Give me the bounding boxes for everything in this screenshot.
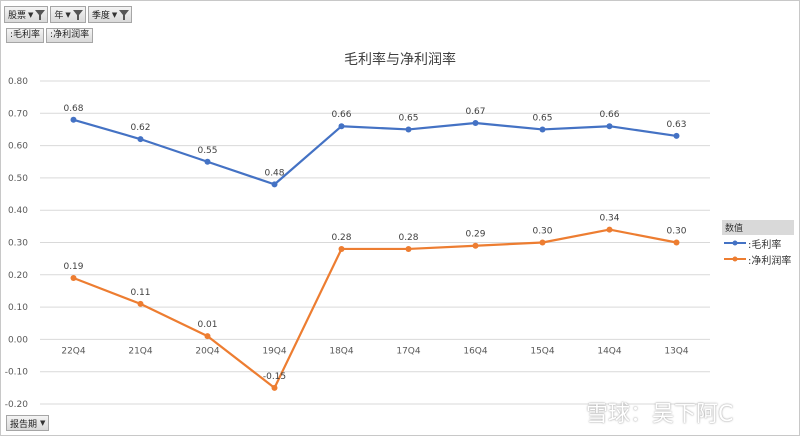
filter-bar: 股票 ▼ 年 ▼ 季度 ▼ (4, 6, 133, 23)
y-tick-label: 0.80 (8, 77, 28, 87)
watermark-text: 雪球：吴下阿C (586, 402, 734, 427)
data-point[interactable] (539, 239, 546, 246)
data-point[interactable] (338, 123, 345, 130)
x-tick-label: 17Q4 (396, 346, 421, 356)
x-tick-label: 15Q4 (530, 346, 555, 356)
data-label: 0.48 (264, 168, 284, 178)
data-label: 0.11 (130, 288, 150, 298)
x-tick-label: 13Q4 (664, 346, 689, 356)
data-point[interactable] (405, 245, 412, 252)
series-layer: 0.68 0.62 0.55 0.48 0.66 0.65 0.67 0.65 0.66 0.63… (63, 104, 687, 391)
data-point[interactable] (472, 119, 479, 126)
data-label: 0.65 (398, 113, 418, 123)
data-label: 0.67 (465, 107, 485, 117)
chevron-down-icon: ▼ (28, 10, 34, 19)
legend-item-gross[interactable]: :毛利率 (722, 235, 794, 251)
data-point[interactable] (405, 126, 412, 133)
data-point[interactable] (539, 126, 546, 133)
y-tick-label: -0.20 (5, 400, 29, 410)
series-line-1 (73, 228, 677, 389)
data-label: 0.19 (63, 262, 83, 272)
series-line-0 (73, 118, 677, 186)
y-tick-label: 0.30 (8, 239, 28, 249)
y-tick-label: 0.50 (8, 174, 28, 184)
filter-quarter-button[interactable]: 季度 ▼ (87, 6, 133, 23)
x-tick-label: 14Q4 (597, 346, 622, 356)
y-tick-label: 0.00 (8, 335, 28, 345)
filter-funnel-icon (72, 9, 83, 20)
data-point[interactable] (673, 239, 680, 246)
data-label: -0.15 (263, 372, 286, 382)
chevron-down-icon: ▼ (65, 10, 71, 19)
y-tick-label: 0.60 (8, 142, 28, 152)
y-tick-label: 0.20 (8, 271, 28, 281)
data-label: 0.68 (63, 104, 83, 114)
data-point[interactable] (137, 300, 144, 307)
series-tag-gross[interactable]: :毛利率 (6, 28, 45, 43)
x-tick-label: 19Q4 (262, 346, 287, 356)
y-tick-label: 0.10 (8, 303, 28, 313)
data-point[interactable] (204, 158, 211, 165)
data-point[interactable] (606, 123, 613, 130)
filter-year-label: 年 (54, 11, 64, 21)
data-label: 0.01 (197, 320, 217, 330)
legend-item-net[interactable]: :净利润率 (722, 251, 794, 267)
filter-funnel-icon (35, 9, 46, 20)
series-field-tags: :毛利率 :净利润率 (6, 28, 94, 43)
grid-lines (40, 80, 710, 405)
data-label: 0.28 (398, 233, 418, 243)
y-tick-label: 0.40 (8, 206, 28, 216)
data-point[interactable] (472, 242, 479, 249)
filter-funnel-icon (119, 9, 130, 20)
x-axis: 22Q4 21Q4 20Q4 19Q4 18Q4 17Q4 16Q4 15Q4 14Q4 13Q4 (61, 346, 689, 356)
data-point[interactable] (204, 333, 211, 340)
data-point[interactable] (271, 181, 278, 188)
filter-stock-label: 股票 (8, 11, 27, 21)
data-point[interactable] (271, 384, 278, 391)
legend-label-net: :净利润率 (748, 255, 792, 267)
legend-line-marker-icon (724, 256, 746, 262)
data-point[interactable] (137, 136, 144, 143)
legend-title: 数值 (722, 220, 794, 235)
data-label: 0.63 (666, 120, 686, 130)
x-tick-label: 20Q4 (195, 346, 220, 356)
data-label: 0.28 (331, 233, 351, 243)
data-point[interactable] (70, 275, 77, 282)
data-label: 0.55 (197, 146, 217, 156)
series-tag-net[interactable]: :净利润率 (46, 28, 94, 43)
data-label: 0.34 (599, 214, 619, 224)
report-period-label: 报告期 (10, 419, 38, 430)
y-tick-label: 0.70 (8, 109, 28, 119)
data-label: 0.66 (599, 110, 619, 120)
chevron-down-icon: ▼ (111, 10, 118, 19)
watermark: 雪球：吴下阿C (586, 396, 733, 428)
data-point[interactable] (606, 226, 613, 233)
filter-year-button[interactable]: 年 ▼ (50, 6, 86, 23)
data-label: 0.30 (666, 227, 686, 237)
data-label: 0.62 (130, 123, 150, 133)
filter-quarter-label: 季度 (91, 11, 110, 21)
y-tick-label: -0.10 (5, 368, 29, 378)
x-tick-label: 16Q4 (463, 346, 488, 356)
data-label: 0.66 (331, 110, 351, 120)
data-label: 0.30 (532, 227, 552, 237)
data-point[interactable] (70, 116, 77, 123)
filter-stock-button[interactable]: 股票 ▼ (4, 6, 49, 23)
data-point[interactable] (673, 132, 680, 139)
legend: 数值 :毛利率 :净利润率 (722, 220, 794, 267)
data-point[interactable] (338, 245, 345, 252)
x-tick-label: 21Q4 (128, 346, 153, 356)
data-label: 0.29 (465, 230, 485, 240)
x-tick-label: 18Q4 (329, 346, 354, 356)
report-period-button[interactable]: 报告期 ▼ (6, 415, 50, 431)
chart-title: 毛利率与净利润率 (344, 51, 456, 68)
x-tick-label: 22Q4 (61, 346, 86, 356)
y-axis: -0.20 -0.10 0.00 0.10 0.20 0.30 0.40 0.50 0.60 0.… (5, 77, 29, 410)
legend-line-marker-icon (724, 240, 746, 246)
legend-label-gross: :毛利率 (748, 239, 782, 251)
data-label: 0.65 (532, 113, 552, 123)
chevron-down-icon: ▼ (40, 419, 46, 427)
